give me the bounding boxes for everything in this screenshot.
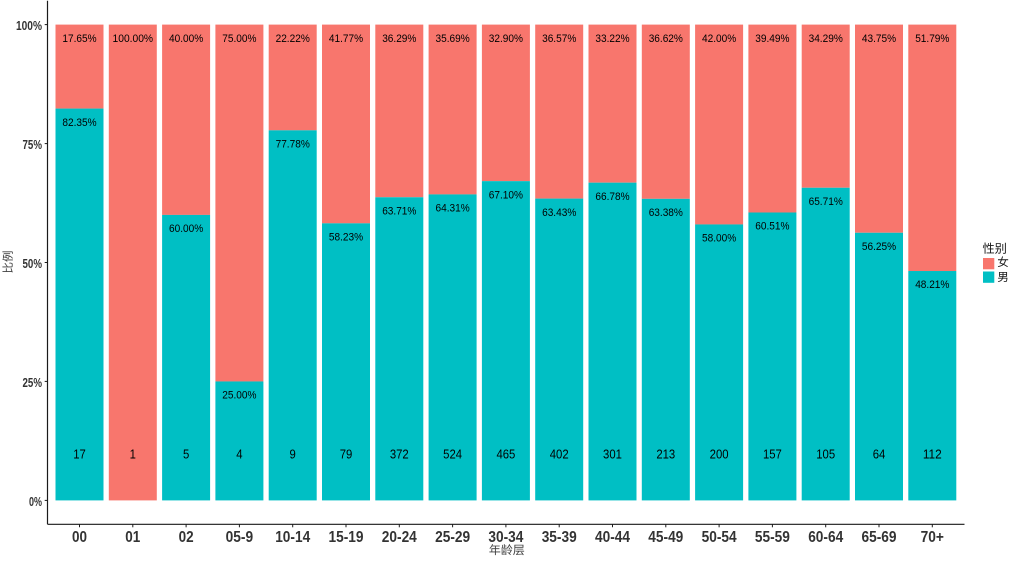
svg-text:105: 105 [816, 447, 835, 462]
svg-text:05-9: 05-9 [226, 529, 254, 546]
svg-text:30-34: 30-34 [488, 529, 523, 546]
svg-text:63.43%: 63.43% [542, 207, 576, 219]
svg-text:200: 200 [710, 447, 729, 462]
svg-text:50-54: 50-54 [702, 529, 737, 546]
svg-text:20-24: 20-24 [382, 529, 417, 546]
svg-text:17: 17 [73, 447, 86, 462]
svg-text:67.10%: 67.10% [489, 189, 523, 201]
svg-text:5: 5 [183, 447, 189, 462]
svg-text:42.00%: 42.00% [702, 33, 736, 45]
svg-text:64: 64 [873, 447, 886, 462]
svg-text:56.25%: 56.25% [862, 241, 896, 253]
svg-text:524: 524 [443, 447, 462, 462]
svg-text:60.51%: 60.51% [755, 221, 789, 233]
svg-text:40-44: 40-44 [595, 529, 630, 546]
svg-text:301: 301 [603, 447, 622, 462]
svg-text:9: 9 [290, 447, 296, 462]
svg-text:213: 213 [656, 447, 675, 462]
svg-text:40.00%: 40.00% [169, 33, 203, 45]
svg-text:1: 1 [130, 447, 136, 462]
svg-text:112: 112 [923, 447, 942, 462]
svg-text:36.62%: 36.62% [649, 33, 683, 45]
svg-text:63.71%: 63.71% [382, 206, 416, 218]
svg-text:39.49%: 39.49% [755, 33, 789, 45]
svg-text:75.00%: 75.00% [222, 33, 256, 45]
svg-text:0%: 0% [29, 494, 42, 509]
svg-text:465: 465 [496, 447, 515, 462]
svg-text:65.71%: 65.71% [809, 196, 843, 208]
svg-text:41.77%: 41.77% [329, 33, 363, 45]
svg-text:01: 01 [125, 529, 140, 546]
svg-text:65-69: 65-69 [862, 529, 897, 546]
svg-text:4: 4 [236, 447, 242, 462]
svg-text:10-14: 10-14 [275, 529, 310, 546]
svg-text:25%: 25% [23, 375, 43, 390]
svg-text:60-64: 60-64 [808, 529, 843, 546]
svg-text:02: 02 [179, 529, 194, 546]
svg-text:45-49: 45-49 [648, 529, 683, 546]
svg-text:100.00%: 100.00% [113, 33, 154, 45]
svg-text:43.75%: 43.75% [862, 33, 896, 45]
svg-text:32.90%: 32.90% [489, 33, 523, 45]
svg-text:402: 402 [550, 447, 569, 462]
svg-text:34.29%: 34.29% [809, 33, 843, 45]
svg-text:22.22%: 22.22% [276, 33, 310, 45]
svg-text:15-19: 15-19 [329, 529, 364, 546]
svg-text:36.57%: 36.57% [542, 33, 576, 45]
svg-text:60.00%: 60.00% [169, 223, 203, 235]
svg-text:75%: 75% [23, 137, 43, 152]
svg-text:66.78%: 66.78% [595, 191, 629, 203]
svg-text:35-39: 35-39 [542, 529, 577, 546]
svg-text:64.31%: 64.31% [436, 203, 470, 215]
svg-text:55-59: 55-59 [755, 529, 790, 546]
svg-text:25-29: 25-29 [435, 529, 470, 546]
svg-text:50%: 50% [23, 256, 43, 271]
svg-text:79: 79 [340, 447, 353, 462]
svg-text:25.00%: 25.00% [222, 390, 256, 402]
svg-text:51.79%: 51.79% [915, 33, 949, 45]
svg-text:36.29%: 36.29% [382, 33, 416, 45]
svg-text:100%: 100% [16, 18, 42, 33]
svg-text:77.78%: 77.78% [276, 139, 310, 151]
svg-text:58.23%: 58.23% [329, 232, 363, 244]
svg-text:17.65%: 17.65% [62, 33, 96, 45]
svg-text:372: 372 [390, 447, 409, 462]
svg-text:58.00%: 58.00% [702, 233, 736, 245]
svg-text:00: 00 [72, 529, 87, 546]
svg-text:70+: 70+ [921, 529, 944, 546]
svg-text:35.69%: 35.69% [436, 33, 470, 45]
svg-text:48.21%: 48.21% [915, 279, 949, 291]
svg-text:82.35%: 82.35% [62, 117, 96, 129]
svg-text:33.22%: 33.22% [595, 33, 629, 45]
svg-text:63.38%: 63.38% [649, 207, 683, 219]
svg-text:157: 157 [763, 447, 782, 462]
